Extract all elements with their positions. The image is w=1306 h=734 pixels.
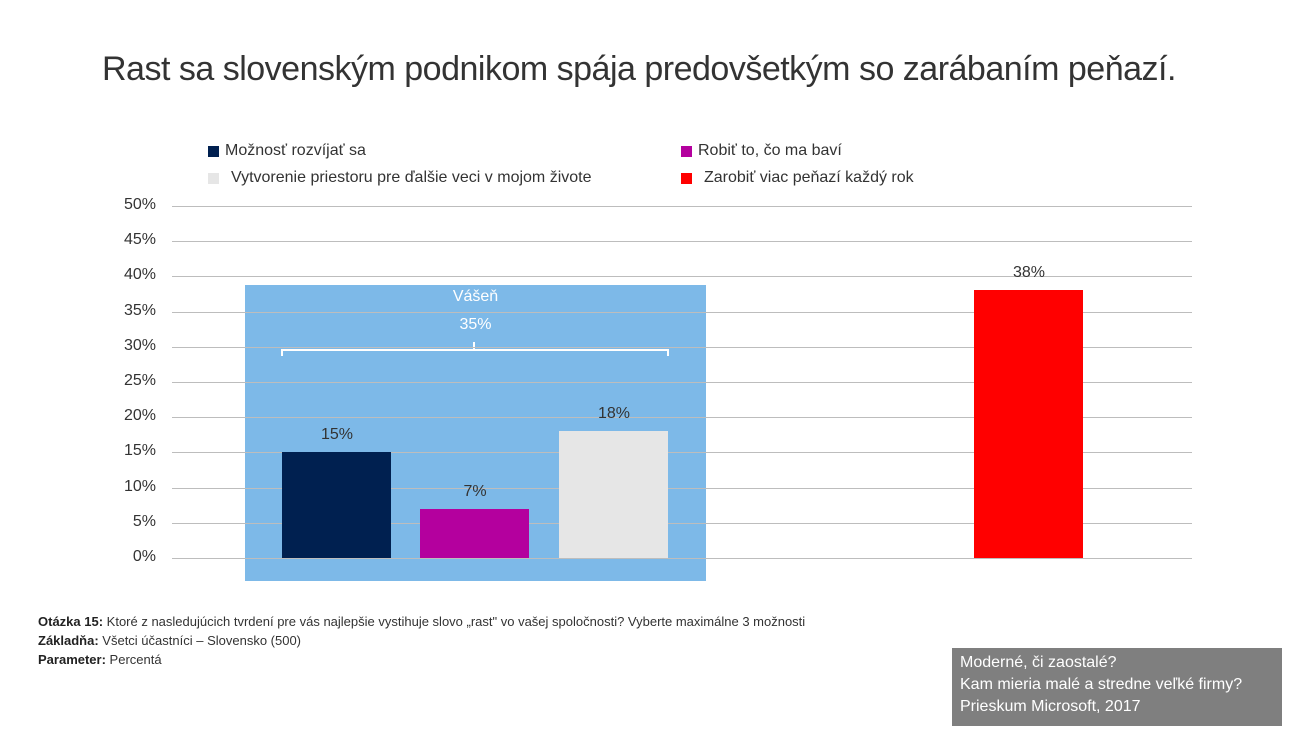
vasen-label: Vášeň — [452, 288, 499, 305]
y-tick-label: 0% — [132, 548, 156, 565]
plot-area: 0% 5% 10% 15% 20% 25% 30% 35% 40% 45% 50% 15% 7% 18% 3… — [124, 196, 1192, 565]
y-tick-label: 15% — [123, 442, 156, 460]
legend-item: Zarobiť viac peňazí každý rok — [681, 169, 914, 187]
source-line: Kam mieria malé a stredne veľké firmy? — [960, 676, 1243, 693]
y-tick-label: 40% — [123, 266, 156, 284]
footer-question-text: Ktoré z nasledujúcich tvrdení pre vás na… — [103, 614, 806, 629]
footer-base-text: Všetci účastníci – Slovensko (500) — [98, 633, 302, 648]
data-label: 18% — [597, 405, 631, 423]
legend-swatch — [681, 172, 692, 184]
legend-swatch — [208, 145, 219, 157]
gridline — [172, 417, 1192, 419]
chart-title: Rast sa slovenským podnikom spája predov… — [102, 50, 1176, 88]
legend-label: Zarobiť viac peňazí každý rok — [704, 169, 914, 186]
y-tick-label: 5% — [132, 512, 156, 530]
gridline — [172, 558, 1192, 559]
legend-item: Možnosť rozvíjať sa — [208, 142, 366, 160]
vasen-value: 35% — [459, 316, 492, 333]
legend-label: Možnosť rozvíjať sa — [225, 142, 366, 159]
y-tick-label: 10% — [123, 477, 156, 495]
data-label: 38% — [1012, 264, 1046, 282]
bar — [282, 452, 391, 558]
source-line: Moderné, či zaostalé? — [960, 654, 1117, 671]
brace-icon — [281, 342, 669, 356]
data-label: 7% — [463, 482, 487, 500]
legend-item: Robiť to, čo ma baví — [681, 142, 842, 160]
footer-parameter: Parameter: Percentá — [38, 652, 162, 667]
gridline — [172, 276, 1192, 278]
source-box: Moderné, či zaostalé? Kam mieria malé a … — [952, 648, 1282, 726]
legend-label: Vytvorenie priestoru pre ďalšie veci v m… — [231, 169, 592, 186]
footer-parameter-text: Percentá — [105, 652, 162, 667]
y-tick-label: 20% — [123, 407, 156, 425]
footer-question: Otázka 15: Ktoré z nasledujúcich tvrdení… — [38, 614, 805, 629]
footer-base: Základňa: Všetci účastníci – Slovensko (… — [38, 633, 301, 648]
legend-swatch — [208, 172, 219, 184]
data-label: 15% — [320, 426, 354, 444]
y-tick-label: 25% — [123, 372, 156, 389]
gridline — [172, 346, 1192, 348]
source-line: Prieskum Microsoft, 2017 — [960, 698, 1141, 715]
legend-swatch — [681, 145, 692, 157]
gridline — [172, 487, 1192, 489]
legend-label: Robiť to, čo ma baví — [698, 142, 842, 159]
y-tick-label: 50% — [123, 196, 156, 213]
y-tick-label: 30% — [123, 336, 156, 354]
footer-parameter-label: Parameter: — [38, 652, 106, 667]
legend-item: Vytvorenie priestoru pre ďalšie veci v m… — [208, 169, 592, 187]
footer-question-label: Otázka 15: — [38, 614, 104, 629]
footer-base-label: Základňa: — [38, 633, 99, 648]
bar — [974, 290, 1083, 558]
gridline — [172, 382, 1192, 383]
gridline — [172, 241, 1192, 243]
bar — [559, 431, 668, 558]
y-tick-label: 45% — [123, 231, 156, 249]
gridline — [172, 206, 1192, 207]
bar — [420, 508, 529, 558]
gridline — [172, 522, 1192, 524]
y-tick-label: 35% — [123, 301, 156, 319]
gridline — [172, 452, 1192, 454]
gridline — [172, 311, 1192, 313]
